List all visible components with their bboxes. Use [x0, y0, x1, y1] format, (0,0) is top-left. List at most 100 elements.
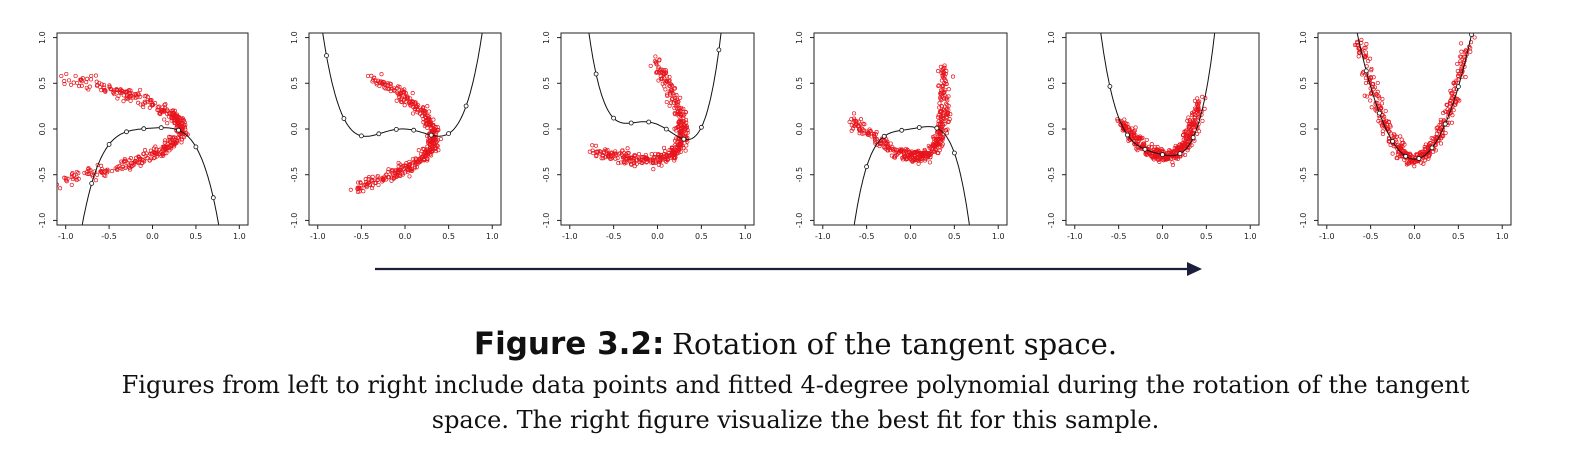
- data-point: [675, 137, 680, 142]
- data-point: [75, 80, 80, 86]
- y-tick-label: 0.5: [542, 77, 551, 90]
- data-point: [1379, 101, 1385, 106]
- data-point: [663, 87, 668, 92]
- data-point: [401, 98, 406, 103]
- data-point: [879, 140, 884, 146]
- data-point: [385, 86, 390, 91]
- data-point: [57, 72, 58, 74]
- data-point: [145, 100, 150, 105]
- data-point: [941, 76, 946, 81]
- data-point: [1454, 78, 1459, 83]
- data-point: [937, 101, 942, 106]
- y-tick-label: 0.5: [795, 77, 804, 90]
- data-point: [1398, 145, 1403, 151]
- fit-knot: [89, 180, 95, 186]
- data-point: [1376, 119, 1381, 124]
- data-point: [672, 158, 677, 163]
- data-point: [634, 161, 639, 166]
- fit-knot: [1107, 84, 1113, 89]
- data-point: [1379, 106, 1384, 111]
- data-point: [1362, 93, 1367, 98]
- x-tick-label: 0.5: [695, 232, 708, 241]
- panel-6-fit: [1356, 33, 1474, 161]
- data-point: [384, 177, 389, 182]
- data-point: [916, 161, 921, 166]
- data-point: [419, 113, 425, 118]
- data-point: [181, 118, 187, 123]
- panel-3-points: [587, 54, 690, 172]
- data-point: [672, 86, 678, 91]
- data-point: [369, 73, 374, 78]
- x-tick-label: -1.0: [310, 232, 326, 241]
- data-point: [426, 138, 431, 143]
- data-point: [142, 148, 148, 153]
- data-point: [924, 156, 929, 161]
- data-point: [114, 87, 119, 92]
- data-point: [171, 141, 176, 147]
- data-point: [425, 104, 430, 109]
- data-point: [69, 172, 74, 177]
- data-point: [683, 125, 688, 130]
- data-point: [435, 125, 440, 130]
- data-point: [1371, 87, 1376, 92]
- data-point: [136, 92, 141, 97]
- fit-knot: [864, 164, 869, 170]
- data-point: [637, 157, 642, 162]
- data-point: [163, 146, 168, 151]
- data-point: [872, 137, 877, 142]
- data-point: [653, 160, 658, 165]
- data-point: [167, 134, 172, 139]
- data-point: [654, 70, 659, 75]
- fit-knot: [881, 133, 887, 139]
- data-point: [181, 135, 187, 140]
- data-point: [898, 147, 903, 152]
- data-point: [426, 117, 432, 123]
- data-point: [128, 156, 133, 161]
- data-point: [129, 163, 134, 168]
- data-point: [685, 130, 690, 135]
- data-point: [659, 163, 664, 168]
- data-point: [393, 170, 398, 175]
- fit-knot: [1429, 145, 1435, 151]
- data-point: [51, 76, 54, 79]
- data-point: [944, 101, 949, 106]
- data-point: [1388, 131, 1393, 136]
- data-point: [671, 155, 676, 160]
- data-point: [1383, 108, 1388, 114]
- data-point: [125, 93, 130, 98]
- data-point: [1186, 138, 1191, 143]
- data-point: [407, 174, 412, 179]
- data-point: [890, 147, 895, 152]
- x-tick-label: 1.0: [739, 232, 752, 241]
- data-point: [1131, 133, 1136, 138]
- data-point: [356, 180, 361, 185]
- data-point: [639, 160, 644, 165]
- x-tick-label: 0.0: [1408, 232, 1421, 241]
- x-tick-label: -1.0: [1067, 232, 1083, 241]
- data-point: [156, 147, 161, 153]
- panel-4-fit: [853, 125, 970, 225]
- data-point: [409, 168, 414, 173]
- panel-3-fit: [588, 33, 722, 142]
- data-point: [1375, 89, 1380, 94]
- panel-5-points: [1115, 94, 1208, 168]
- data-point: [882, 144, 887, 150]
- data-point: [1360, 70, 1365, 75]
- data-point: [88, 77, 94, 82]
- panel-4-points: [847, 63, 956, 166]
- data-point: [121, 93, 126, 98]
- data-point: [431, 144, 436, 149]
- data-point: [680, 143, 685, 148]
- data-point: [422, 123, 427, 129]
- data-point: [127, 90, 132, 95]
- data-point: [678, 95, 683, 100]
- data-point: [94, 83, 100, 88]
- y-tick-label: -1.0: [1299, 213, 1308, 229]
- y-tick-label: 0.5: [1047, 77, 1056, 90]
- panel-5-fit: [1100, 33, 1216, 158]
- data-point: [659, 155, 664, 160]
- fit-knot: [106, 141, 112, 147]
- data-point: [164, 107, 169, 112]
- data-point: [851, 111, 857, 116]
- data-point: [179, 137, 185, 142]
